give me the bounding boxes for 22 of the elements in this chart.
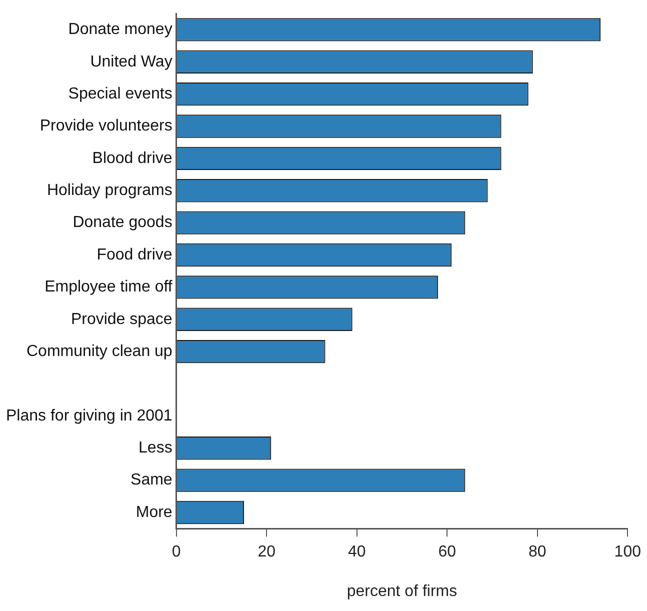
- y-tick-label: Provide space: [70, 310, 172, 328]
- x-axis-title: percent of firms: [346, 582, 458, 600]
- x-tick-label: 80: [528, 544, 546, 561]
- x-tick-label: 60: [438, 544, 456, 561]
- x-tick-label: 100: [614, 544, 642, 561]
- y-tick-label: Plans for giving in 2001: [6, 407, 172, 424]
- y-tick-label: More: [136, 504, 172, 521]
- y-tick-label: Donate money: [68, 21, 172, 38]
- x-tick-label: 40: [348, 544, 366, 561]
- y-tick-label: Blood drive: [92, 150, 172, 167]
- y-tick-label: Community clean up: [26, 342, 172, 360]
- y-tick-label: Food drive: [96, 246, 172, 264]
- y-tick-label: Special events: [68, 85, 172, 102]
- y-tick-label: United Way: [90, 53, 172, 70]
- x-tick-label: 0: [172, 544, 181, 561]
- x-tick-label: 20: [258, 544, 276, 561]
- y-tick-label: Employee time off: [44, 278, 173, 296]
- y-tick-label: Holiday programs: [46, 182, 172, 200]
- y-tick-label: Same: [130, 472, 172, 489]
- y-tick-label: Provide volunteers: [40, 118, 172, 135]
- y-tick-label: Less: [138, 440, 172, 457]
- y-tick-label: Donate goods: [72, 214, 172, 232]
